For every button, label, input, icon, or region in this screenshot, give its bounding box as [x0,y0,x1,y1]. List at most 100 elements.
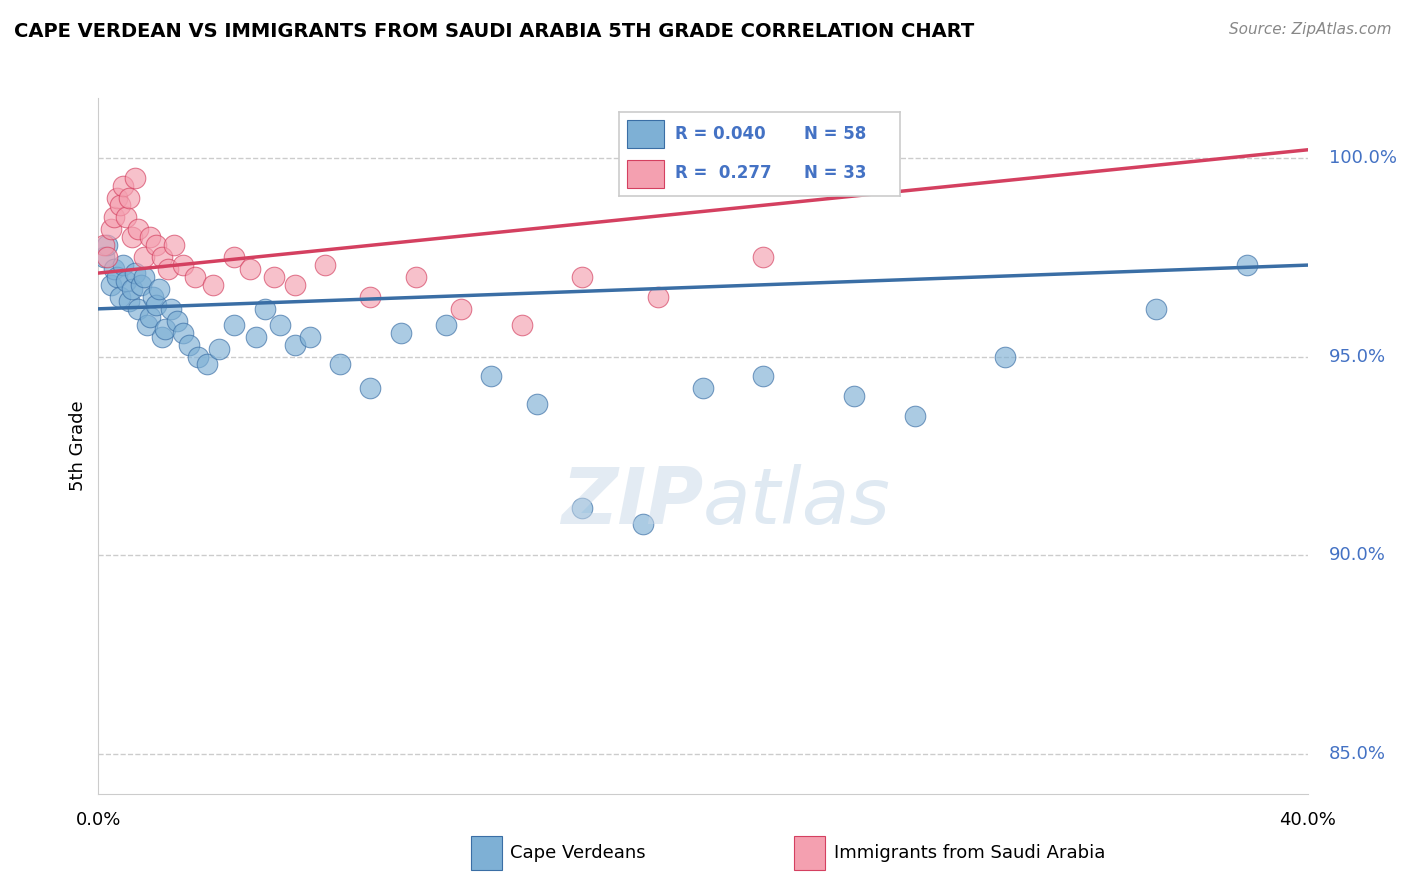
Point [166,314,188,328]
Text: N = 33: N = 33 [804,164,866,182]
Text: R =  0.277: R = 0.277 [675,164,772,182]
Point [224,250,246,264]
Point [129,277,152,292]
Point [172,258,194,272]
Point [692,381,714,395]
Point [263,270,285,285]
Point [647,290,669,304]
Point [127,301,149,316]
Point [148,282,170,296]
Point [114,211,136,225]
Point [844,389,866,403]
Point [187,350,209,364]
Point [571,270,593,285]
Point [1236,258,1258,272]
Point [127,222,149,236]
Point [224,318,246,332]
Point [111,258,134,272]
Point [253,301,276,316]
Point [450,301,472,316]
Point [208,342,231,356]
Point [269,318,291,332]
Point [481,369,503,384]
Point [118,190,141,204]
Point [103,262,125,277]
Point [135,318,157,332]
Point [195,358,218,372]
Y-axis label: 5th Grade: 5th Grade [69,401,87,491]
FancyBboxPatch shape [627,160,664,188]
Point [526,397,548,411]
Point [360,290,382,304]
Text: 95.0%: 95.0% [1329,348,1386,366]
Point [124,170,146,185]
Text: Source: ZipAtlas.com: Source: ZipAtlas.com [1229,22,1392,37]
Point [142,290,165,304]
Point [163,238,186,252]
Text: R = 0.040: R = 0.040 [675,126,765,144]
Point [156,262,179,277]
Point [139,310,162,324]
Point [329,358,352,372]
Point [114,274,136,288]
Point [994,350,1017,364]
Point [1144,301,1167,316]
Text: N = 58: N = 58 [804,126,866,144]
Point [100,222,122,236]
Point [360,381,382,395]
Point [299,329,322,343]
Point [121,230,143,244]
Point [145,298,167,312]
Point [389,326,412,340]
Text: 0.0%: 0.0% [76,811,121,829]
Point [284,337,307,351]
Point [145,238,167,252]
Point [434,318,457,332]
Text: 100.0%: 100.0% [1329,149,1396,167]
Text: Immigrants from Saudi Arabia: Immigrants from Saudi Arabia [834,844,1105,862]
Point [153,322,176,336]
Point [202,277,225,292]
Point [111,178,134,193]
Point [100,277,122,292]
Point [172,326,194,340]
Text: 90.0%: 90.0% [1329,546,1385,565]
Point [105,190,128,204]
Point [139,230,162,244]
Text: atlas: atlas [703,464,891,540]
Point [150,250,173,264]
Point [124,266,146,280]
Point [103,211,125,225]
Point [108,198,131,212]
Point [108,290,131,304]
Point [571,500,593,515]
Point [93,250,115,264]
Point [184,270,207,285]
Point [132,250,155,264]
Point [179,337,201,351]
Point [96,238,118,252]
Point [752,250,775,264]
Text: ZIP: ZIP [561,464,703,540]
Point [631,516,654,531]
Point [904,409,927,424]
Point [284,277,307,292]
Point [510,318,533,332]
Point [118,293,141,308]
Point [93,238,115,252]
Point [314,258,336,272]
Point [105,270,128,285]
Point [96,250,118,264]
Point [150,329,173,343]
Text: Cape Verdeans: Cape Verdeans [510,844,645,862]
Point [160,301,183,316]
Text: 40.0%: 40.0% [1279,811,1336,829]
FancyBboxPatch shape [627,120,664,148]
Text: 85.0%: 85.0% [1329,745,1386,764]
Point [132,270,155,285]
Point [405,270,427,285]
Point [245,329,267,343]
Point [121,282,143,296]
Point [239,262,262,277]
Point [752,369,775,384]
